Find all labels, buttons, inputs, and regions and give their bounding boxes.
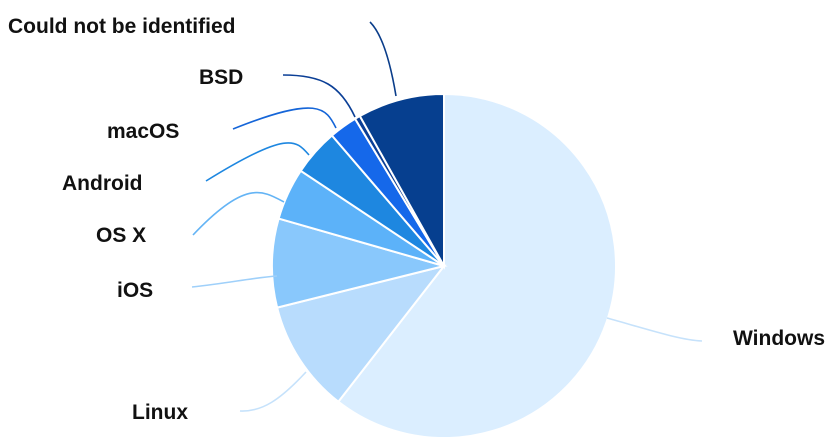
slice-label-could-not-be-identified: Could not be identified (8, 15, 235, 38)
pie-slice-could-not-be-identified (358, 92, 445, 270)
slice-label-ios: iOS (117, 279, 153, 302)
pie-slices (271, 92, 617, 437)
slice-label-bsd: BSD (199, 66, 243, 89)
leader-line-linux (239, 371, 307, 412)
leader-line-could-not-be-identified (369, 21, 397, 97)
slice-label-windows: Windows (733, 327, 825, 350)
leader-lines (191, 21, 703, 412)
slice-label-linux: Linux (132, 401, 188, 424)
slice-label-macos: macOS (107, 120, 179, 143)
leader-line-bsd (282, 74, 356, 118)
slice-labels: Windows Linux iOS OS X Android macOS BSD Could … (8, 15, 825, 424)
leader-line-windows (606, 317, 703, 342)
slice-label-android: Android (62, 172, 142, 195)
leader-line-os-x (192, 191, 285, 236)
leader-line-android (205, 142, 310, 182)
slice-label-os-x: OS X (96, 224, 146, 247)
pie-slice-ios (271, 217, 448, 309)
leader-line-ios (191, 275, 278, 288)
leader-line-macos (232, 107, 337, 130)
pie-slice-linux (275, 264, 447, 404)
